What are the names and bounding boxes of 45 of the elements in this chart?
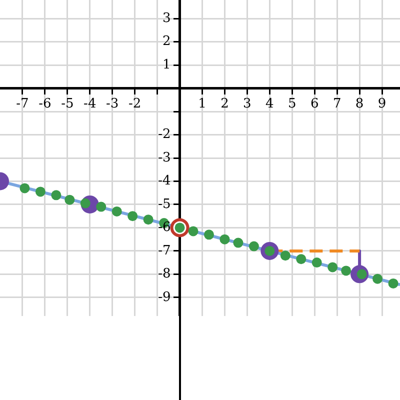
x-tick-label: 2 (220, 96, 229, 112)
point (296, 254, 306, 264)
x-tick-label: -4 (84, 96, 96, 112)
point (64, 194, 75, 205)
point (280, 250, 290, 261)
y-tick-label: 1 (162, 57, 171, 72)
point (372, 274, 383, 284)
x-tick-label: -3 (106, 96, 119, 112)
y-tick-label: -3 (158, 150, 171, 166)
x-tick-label: -5 (61, 96, 74, 112)
point (233, 238, 244, 248)
x-tick-label: 3 (243, 96, 252, 112)
x-tick-label: 6 (310, 96, 319, 112)
x-tick-label: 9 (378, 96, 386, 112)
y-tick-label: -7 (158, 243, 171, 258)
y-tick-label: -4 (158, 174, 171, 189)
y-tick-label: 2 (162, 34, 171, 50)
point (204, 230, 214, 240)
point (143, 214, 154, 225)
point (96, 202, 106, 212)
x-tick-label: 1 (198, 96, 206, 112)
x-tick-label: 5 (288, 96, 296, 112)
y-tick-label: -8 (158, 266, 171, 282)
y-tick-label: -5 (158, 196, 171, 212)
point (20, 183, 30, 194)
point (112, 206, 122, 216)
x-tick-label: 7 (332, 96, 342, 112)
point (328, 262, 338, 272)
x-tick-label: 8 (355, 96, 364, 112)
point (248, 241, 259, 252)
y-tick-label: -2 (158, 127, 171, 142)
point (388, 278, 398, 288)
point (220, 234, 230, 244)
point (341, 266, 352, 276)
y-tick-label: 3 (162, 10, 171, 26)
point (312, 258, 322, 268)
x-tick-label: -2 (128, 96, 142, 112)
x-tick-label: 4 (266, 96, 274, 112)
point (51, 190, 62, 200)
point (188, 226, 198, 236)
point (128, 211, 138, 222)
x-tick-label: -6 (38, 96, 52, 112)
point (35, 186, 46, 197)
y-tick-label: -9 (158, 290, 171, 305)
x-tick-label: -7 (16, 96, 29, 112)
